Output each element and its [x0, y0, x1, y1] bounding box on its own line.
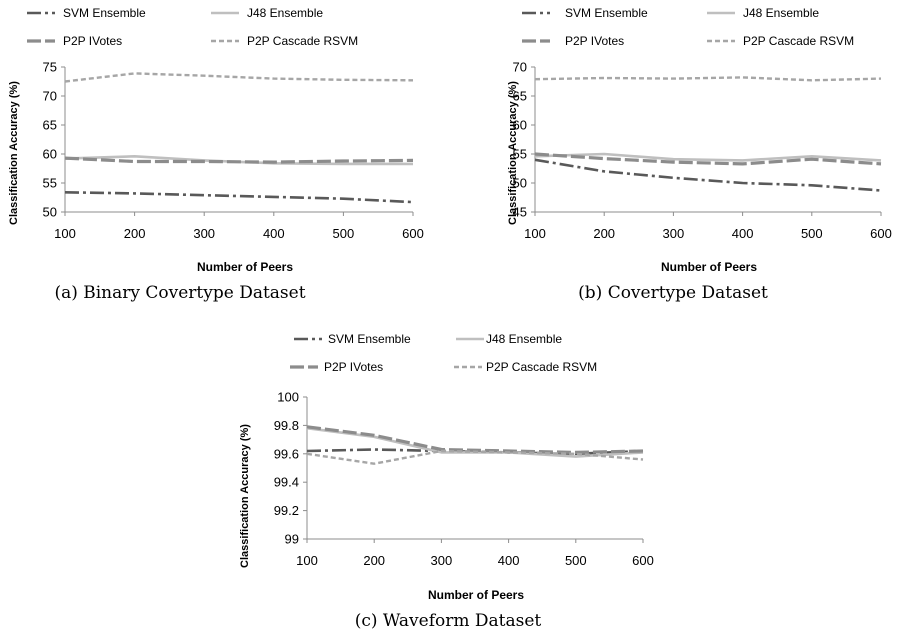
series-line-cascade — [534, 76, 882, 82]
series-line-ivotes — [64, 156, 414, 164]
x-tick-label: 200 — [593, 226, 615, 241]
y-tick-label: 75 — [43, 60, 57, 75]
y-tick-label: 99.6 — [274, 446, 299, 461]
y-tick-label: 55 — [513, 147, 527, 162]
legend: SVM Ensemble J48 Ensemble P2P IVotes P2P… — [522, 6, 854, 48]
x-tick-label: 600 — [402, 226, 424, 241]
series-line-cascade — [306, 449, 644, 465]
x-axis-label: Number of Peers — [661, 260, 757, 274]
y-tick-label: 99.8 — [274, 418, 299, 433]
x-tick-label: 400 — [732, 226, 754, 241]
x-tick-label: 400 — [263, 226, 285, 241]
legend-entry-cascade: P2P Cascade RSVM — [247, 34, 358, 48]
y-tick-label: 99.4 — [274, 475, 299, 490]
y-axis-label: Classification Accuracy (%) — [8, 81, 20, 225]
series-line-svm — [64, 191, 414, 204]
plot-area: 99 99.2 99.4 99.6 99.8 100 100 200 300 400 500 600 — [274, 390, 654, 569]
y-tick-label: 50 — [43, 205, 57, 220]
y-tick-label: 99 — [285, 532, 299, 547]
chart-caption: (c) Waveform Dataset — [355, 611, 542, 631]
x-tick-label: 300 — [193, 226, 215, 241]
x-tick-label: 100 — [54, 226, 76, 241]
x-tick-label: 600 — [870, 226, 892, 241]
y-tick-label: 60 — [513, 118, 527, 133]
x-tick-label: 200 — [124, 226, 146, 241]
chart-caption: (a) Binary Covertype Dataset — [54, 283, 305, 303]
legend-entry-ivotes: P2P IVotes — [63, 34, 122, 48]
legend-entry-svm: SVM Ensemble — [565, 6, 648, 20]
legend: SVM Ensemble J48 Ensemble P2P IVotes P2P… — [27, 6, 358, 48]
legend-entry-svm: SVM Ensemble — [328, 332, 411, 346]
x-tick-label: 600 — [632, 553, 654, 568]
series-line-cascade — [64, 72, 414, 83]
x-tick-label: 500 — [801, 226, 823, 241]
legend-entry-j48: J48 Ensemble — [743, 6, 819, 20]
y-tick-label: 65 — [513, 89, 527, 104]
legend-entry-cascade: P2P Cascade RSVM — [486, 360, 597, 374]
x-tick-label: 300 — [663, 226, 685, 241]
legend: SVM Ensemble J48 Ensemble P2P IVotes P2P… — [290, 332, 597, 374]
plot-area: 45 50 55 60 65 70 100 200 300 400 500 600 — [513, 60, 892, 242]
legend-entry-ivotes: P2P IVotes — [565, 34, 624, 48]
y-axis-label: Classification Accuracy (%) — [507, 81, 519, 225]
x-tick-label: 500 — [333, 226, 355, 241]
y-tick-label: 65 — [43, 118, 57, 133]
series-line-j48 — [534, 152, 882, 162]
x-tick-label: 100 — [524, 226, 546, 241]
y-tick-label: 50 — [513, 176, 527, 191]
chart-panel-waveform: SVM Ensemble J48 Ensemble P2P IVotes P2P… — [239, 332, 654, 631]
series-line-svm — [534, 158, 882, 192]
x-tick-label: 100 — [296, 553, 318, 568]
x-axis-label: Number of Peers — [428, 588, 524, 602]
y-tick-label: 60 — [43, 147, 57, 162]
y-tick-label: 100 — [277, 390, 299, 405]
series-line-ivotes — [306, 425, 644, 454]
y-tick-label: 45 — [513, 205, 527, 220]
y-tick-label: 70 — [513, 60, 527, 75]
legend-entry-cascade: P2P Cascade RSVM — [743, 34, 854, 48]
legend-entry-ivotes: P2P IVotes — [324, 360, 383, 374]
y-axis-label: Classification Accuracy (%) — [239, 424, 251, 568]
chart-panel-covertype: SVM Ensemble J48 Ensemble P2P IVotes P2P… — [507, 6, 892, 303]
y-tick-label: 99.2 — [274, 503, 299, 518]
x-tick-label: 200 — [363, 553, 385, 568]
chart-caption: (b) Covertype Dataset — [578, 283, 768, 303]
y-tick-label: 70 — [43, 89, 57, 104]
x-axis-label: Number of Peers — [197, 260, 293, 274]
legend-entry-svm: SVM Ensemble — [63, 6, 146, 20]
legend-entry-j48: J48 Ensemble — [247, 6, 323, 20]
legend-entry-j48: J48 Ensemble — [486, 332, 562, 346]
x-tick-label: 300 — [431, 553, 453, 568]
x-tick-label: 500 — [565, 553, 587, 568]
series-line-ivotes — [534, 152, 882, 166]
chart-panel-binary-covertype: SVM Ensemble J48 Ensemble P2P IVotes P2P… — [8, 6, 424, 303]
y-tick-label: 55 — [43, 176, 57, 191]
x-tick-label: 400 — [498, 553, 520, 568]
plot-area: 50 55 60 65 70 75 100 200 300 400 500 600 — [43, 60, 424, 242]
